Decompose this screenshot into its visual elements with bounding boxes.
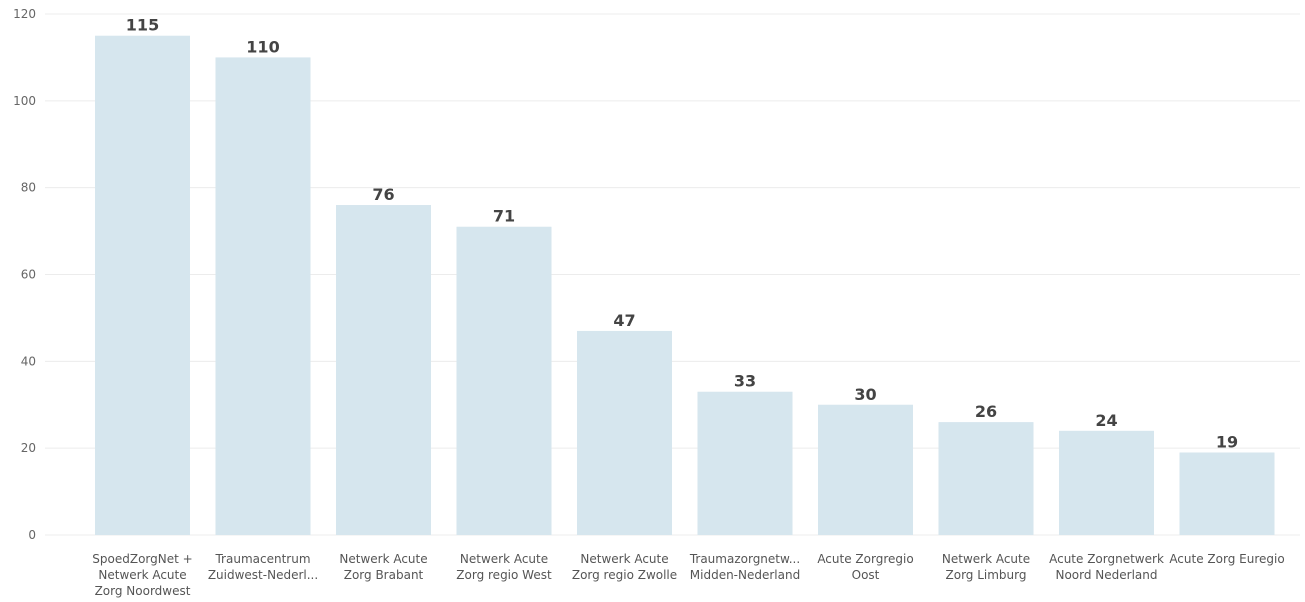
- x-tick-label-line: Netwerk Acute: [580, 552, 668, 566]
- x-tick-label-line: Acute Zorgnetwerk: [1049, 552, 1164, 566]
- bar[interactable]: [1179, 452, 1275, 535]
- x-tick-label-line: Netwerk Acute: [98, 568, 186, 582]
- data-labels: 115 110 76 71 47 33 30 26 24 19: [126, 16, 1238, 452]
- data-label: 115: [126, 16, 159, 35]
- x-tick-label-line: Acute Zorgregio: [817, 552, 913, 566]
- x-tick-label: Netwerk Acute Zorg regio Zwolle: [572, 552, 677, 582]
- x-tick-label-line: Zorg Brabant: [344, 568, 424, 582]
- x-tick-label: Traumacentrum Zuidwest-Nederl...: [208, 552, 318, 582]
- bar[interactable]: [456, 226, 552, 535]
- bar[interactable]: [215, 57, 311, 536]
- x-tick-label: Acute Zorg Euregio: [1169, 552, 1284, 566]
- x-tick-label-line: Zorg regio Zwolle: [572, 568, 677, 582]
- data-label: 33: [734, 372, 756, 391]
- x-tick-label: Acute Zorgregio Oost: [817, 552, 913, 582]
- bar[interactable]: [336, 205, 431, 536]
- y-tick-label: 80: [21, 181, 36, 195]
- y-tick-label: 40: [21, 354, 36, 368]
- y-tick-label: 60: [21, 268, 36, 282]
- bar[interactable]: [938, 422, 1034, 535]
- y-tick-label: 0: [28, 528, 36, 542]
- x-tick-label-line: Zuidwest-Nederl...: [208, 568, 318, 582]
- data-label: 26: [975, 402, 997, 421]
- data-label: 19: [1216, 433, 1238, 452]
- x-tick-label-line: Traumacentrum: [214, 552, 310, 566]
- data-label: 76: [372, 185, 394, 204]
- y-tick-label: 20: [21, 441, 36, 455]
- x-tick-label-line: Netwerk Acute: [339, 552, 427, 566]
- x-tick-label-line: Zorg regio West: [456, 568, 552, 582]
- x-tick-label: Netwerk Acute Zorg Brabant: [339, 552, 427, 582]
- bar[interactable]: [577, 330, 672, 535]
- bar[interactable]: [697, 391, 793, 535]
- y-axis-ticks: 0 20 40 60 80 100 120: [13, 7, 36, 542]
- x-tick-label: SpoedZorgNet + Netwerk Acute Zorg Noordwes…: [92, 552, 192, 598]
- data-label: 47: [613, 311, 635, 330]
- x-axis-categories: SpoedZorgNet + Netwerk Acute Zorg Noordwes…: [92, 552, 1284, 598]
- x-tick-label-line: Zorg Noordwest: [95, 584, 191, 598]
- x-tick-label: Acute Zorgnetwerk Noord Nederland: [1049, 552, 1164, 582]
- x-tick-label-line: Netwerk Acute: [942, 552, 1030, 566]
- x-tick-label-line: Noord Nederland: [1055, 568, 1157, 582]
- x-tick-label-line: Traumazorgnetw...: [689, 552, 800, 566]
- x-tick-label-line: Midden-Nederland: [690, 568, 800, 582]
- x-tick-label-line: Netwerk Acute: [460, 552, 548, 566]
- bars: [95, 35, 1275, 536]
- bar[interactable]: [95, 35, 190, 535]
- x-tick-label-line: SpoedZorgNet +: [92, 552, 192, 566]
- x-tick-label: Netwerk Acute Zorg Limburg: [942, 552, 1030, 582]
- data-label: 110: [246, 37, 279, 56]
- bar[interactable]: [1059, 430, 1154, 535]
- x-tick-label-line: Acute Zorg Euregio: [1169, 552, 1284, 566]
- x-tick-label-line: Oost: [852, 568, 880, 582]
- x-tick-label-line: Zorg Limburg: [946, 568, 1027, 582]
- x-tick-label: Netwerk Acute Zorg regio West: [456, 552, 552, 582]
- x-tick-label: Traumazorgnetw... Midden-Nederland: [689, 552, 800, 582]
- bar[interactable]: [818, 404, 913, 535]
- data-label: 71: [493, 207, 515, 226]
- data-label: 24: [1095, 411, 1117, 430]
- data-label: 30: [854, 385, 876, 404]
- y-tick-label: 100: [13, 94, 36, 108]
- y-tick-label: 120: [13, 7, 36, 21]
